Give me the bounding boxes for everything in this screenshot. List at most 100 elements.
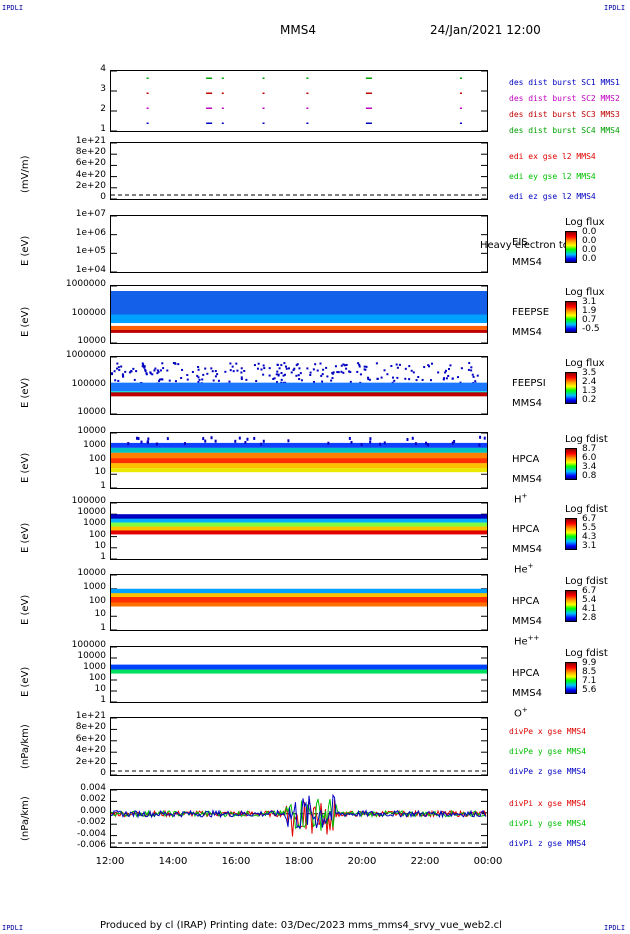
ytick-burst: 1 bbox=[100, 124, 106, 134]
feepsi-flux-speck bbox=[476, 374, 479, 377]
feepsi-flux-speck bbox=[309, 371, 312, 374]
feepsi-flux-speck bbox=[268, 367, 271, 370]
feepsi-flux-speck bbox=[320, 374, 323, 377]
legend-burst: des dist burst SC4 MMS4 bbox=[509, 126, 620, 135]
feepsi-flux-speck bbox=[268, 374, 271, 377]
feepsi-flux-speck bbox=[358, 363, 361, 366]
burst-mark-3 bbox=[262, 92, 265, 94]
feepsi-flux-speck bbox=[392, 376, 395, 379]
feepsi-flux-speck bbox=[231, 365, 234, 368]
feepsi-flux-speck bbox=[337, 371, 340, 374]
hpca-h-speck bbox=[140, 440, 143, 444]
hpca-h-speck bbox=[246, 437, 249, 441]
hpca-h-lower-band bbox=[111, 463, 487, 469]
feepsi-flux-speck bbox=[181, 368, 184, 371]
colorbar-value-feepse: -0.5 bbox=[582, 324, 600, 334]
colorbar-value-hpca_o: 8.5 bbox=[582, 667, 597, 677]
panel-divpe bbox=[110, 717, 488, 776]
hpca-h-speck bbox=[350, 440, 353, 444]
feepsi-flux-speck bbox=[408, 378, 411, 381]
feepsi-flux-speck bbox=[173, 362, 176, 365]
legend-edi: edi ez gse l2 MMS4 bbox=[509, 192, 596, 201]
xtick-label: 12:00 bbox=[95, 856, 125, 867]
colorbar-hpca_he bbox=[565, 518, 577, 550]
feepsi-flux-speck bbox=[322, 368, 325, 371]
feepsi-flux-speck bbox=[272, 377, 275, 380]
ytick-hpca_he: 100000 bbox=[71, 496, 106, 506]
spacecraft-label-eis: MMS4 bbox=[512, 257, 542, 269]
panel-edi bbox=[110, 142, 488, 200]
legend-divpi: divPi y gse MMS4 bbox=[509, 819, 587, 828]
hpca-h-speck bbox=[183, 442, 186, 446]
legend-divpe: divPe y gse MMS4 bbox=[509, 747, 587, 756]
feepsi-flux-speck bbox=[210, 367, 213, 370]
feepsi-flux-speck bbox=[278, 367, 281, 370]
hpca-h-speck bbox=[411, 436, 414, 440]
feepsi-flux-speck bbox=[132, 367, 135, 370]
ylabel-eis: E (eV) bbox=[20, 235, 31, 266]
feepsi-flux-speck bbox=[349, 371, 352, 374]
feepsi-flux-band bbox=[111, 382, 487, 392]
ytick-edi: 2e+20 bbox=[75, 180, 106, 191]
feepsi-flux-speck bbox=[124, 370, 127, 373]
hpca-he-mid-band bbox=[111, 522, 487, 527]
corner-logo-bottom-right: IPDLI bbox=[604, 924, 626, 932]
feepsi-flux-speck bbox=[326, 375, 329, 378]
feepsi-flux-speck bbox=[159, 369, 162, 372]
feepsi-flux-speck bbox=[386, 373, 389, 376]
feepsi-flux-speck bbox=[257, 362, 260, 365]
colorbar-value-hpca_h: 6.0 bbox=[582, 453, 597, 463]
hpca-he2-core-band bbox=[111, 597, 487, 603]
ytick-divpi: -0.004 bbox=[76, 828, 106, 839]
hpca-h-speck bbox=[425, 441, 428, 445]
colorbar-value-hpca_he2: 6.7 bbox=[582, 586, 597, 596]
ytick-hpca_he2: 1 bbox=[100, 623, 106, 633]
feepsi-flux-speck bbox=[240, 378, 243, 381]
ytick-feepsi: 10000 bbox=[77, 407, 106, 417]
feepsi-flux-speck bbox=[245, 378, 248, 381]
feepsi-flux-speck bbox=[334, 365, 337, 368]
feepsi-flux-speck bbox=[408, 365, 411, 368]
feepsi-flux-speck bbox=[356, 370, 359, 373]
plot-burst bbox=[111, 71, 487, 131]
overlay-label-eis: Heavy electron to bbox=[480, 240, 569, 251]
colorbar-hpca_o bbox=[565, 662, 577, 694]
burst-mark-1 bbox=[306, 122, 309, 124]
burst-mark-1 bbox=[206, 122, 213, 124]
feepsi-flux-speck bbox=[290, 371, 293, 374]
ytick-hpca_h: 100 bbox=[88, 453, 106, 464]
feepsi-flux-speck bbox=[284, 365, 287, 368]
feepsi-flux-speck bbox=[212, 379, 215, 382]
burst-mark-3 bbox=[306, 92, 309, 94]
colorbar-value-feepsi: 2.4 bbox=[582, 377, 597, 387]
hpca-o-upper-band bbox=[111, 664, 487, 670]
feepsi-flux-speck bbox=[470, 369, 473, 372]
panel-hpca_h bbox=[110, 432, 488, 489]
feepsi-flux-speck bbox=[343, 364, 346, 367]
hpca-h-speck bbox=[127, 442, 130, 446]
xtick-label: 20:00 bbox=[347, 856, 377, 867]
ytick-hpca_h: 1000 bbox=[83, 439, 106, 450]
feepsi-flux-speck bbox=[202, 373, 205, 376]
feepsi-flux-speck bbox=[358, 365, 361, 368]
burst-mark-2 bbox=[206, 107, 213, 109]
species-label-hpca_h: H+ bbox=[514, 492, 527, 505]
feepsi-flux-speck bbox=[262, 364, 265, 367]
burst-mark-2 bbox=[365, 107, 372, 109]
hpca-h-speck bbox=[137, 437, 140, 441]
feepsi-flux-speck bbox=[417, 376, 420, 379]
burst-mark-4 bbox=[262, 77, 265, 79]
feepsi-flux-speck bbox=[116, 367, 119, 370]
feepsi-flux-speck bbox=[451, 377, 454, 380]
hpca-h-speck bbox=[214, 439, 217, 443]
feepsi-flux-speck bbox=[236, 369, 239, 372]
ytick-hpca_h: 1 bbox=[100, 481, 106, 491]
colorbar-title-eis: Log flux bbox=[565, 217, 605, 228]
feepsi-flux-speck bbox=[276, 381, 279, 384]
ylabel-hpca_h: E (eV) bbox=[20, 452, 31, 483]
feepsi-flux-speck bbox=[459, 381, 462, 384]
xtick-label: 22:00 bbox=[410, 856, 440, 867]
colorbar-value-hpca_o: 5.6 bbox=[582, 685, 597, 695]
footer-credit: Produced by cl (IRAP) Printing date: 03/… bbox=[100, 920, 502, 931]
feepsi-flux-speck bbox=[404, 367, 407, 370]
